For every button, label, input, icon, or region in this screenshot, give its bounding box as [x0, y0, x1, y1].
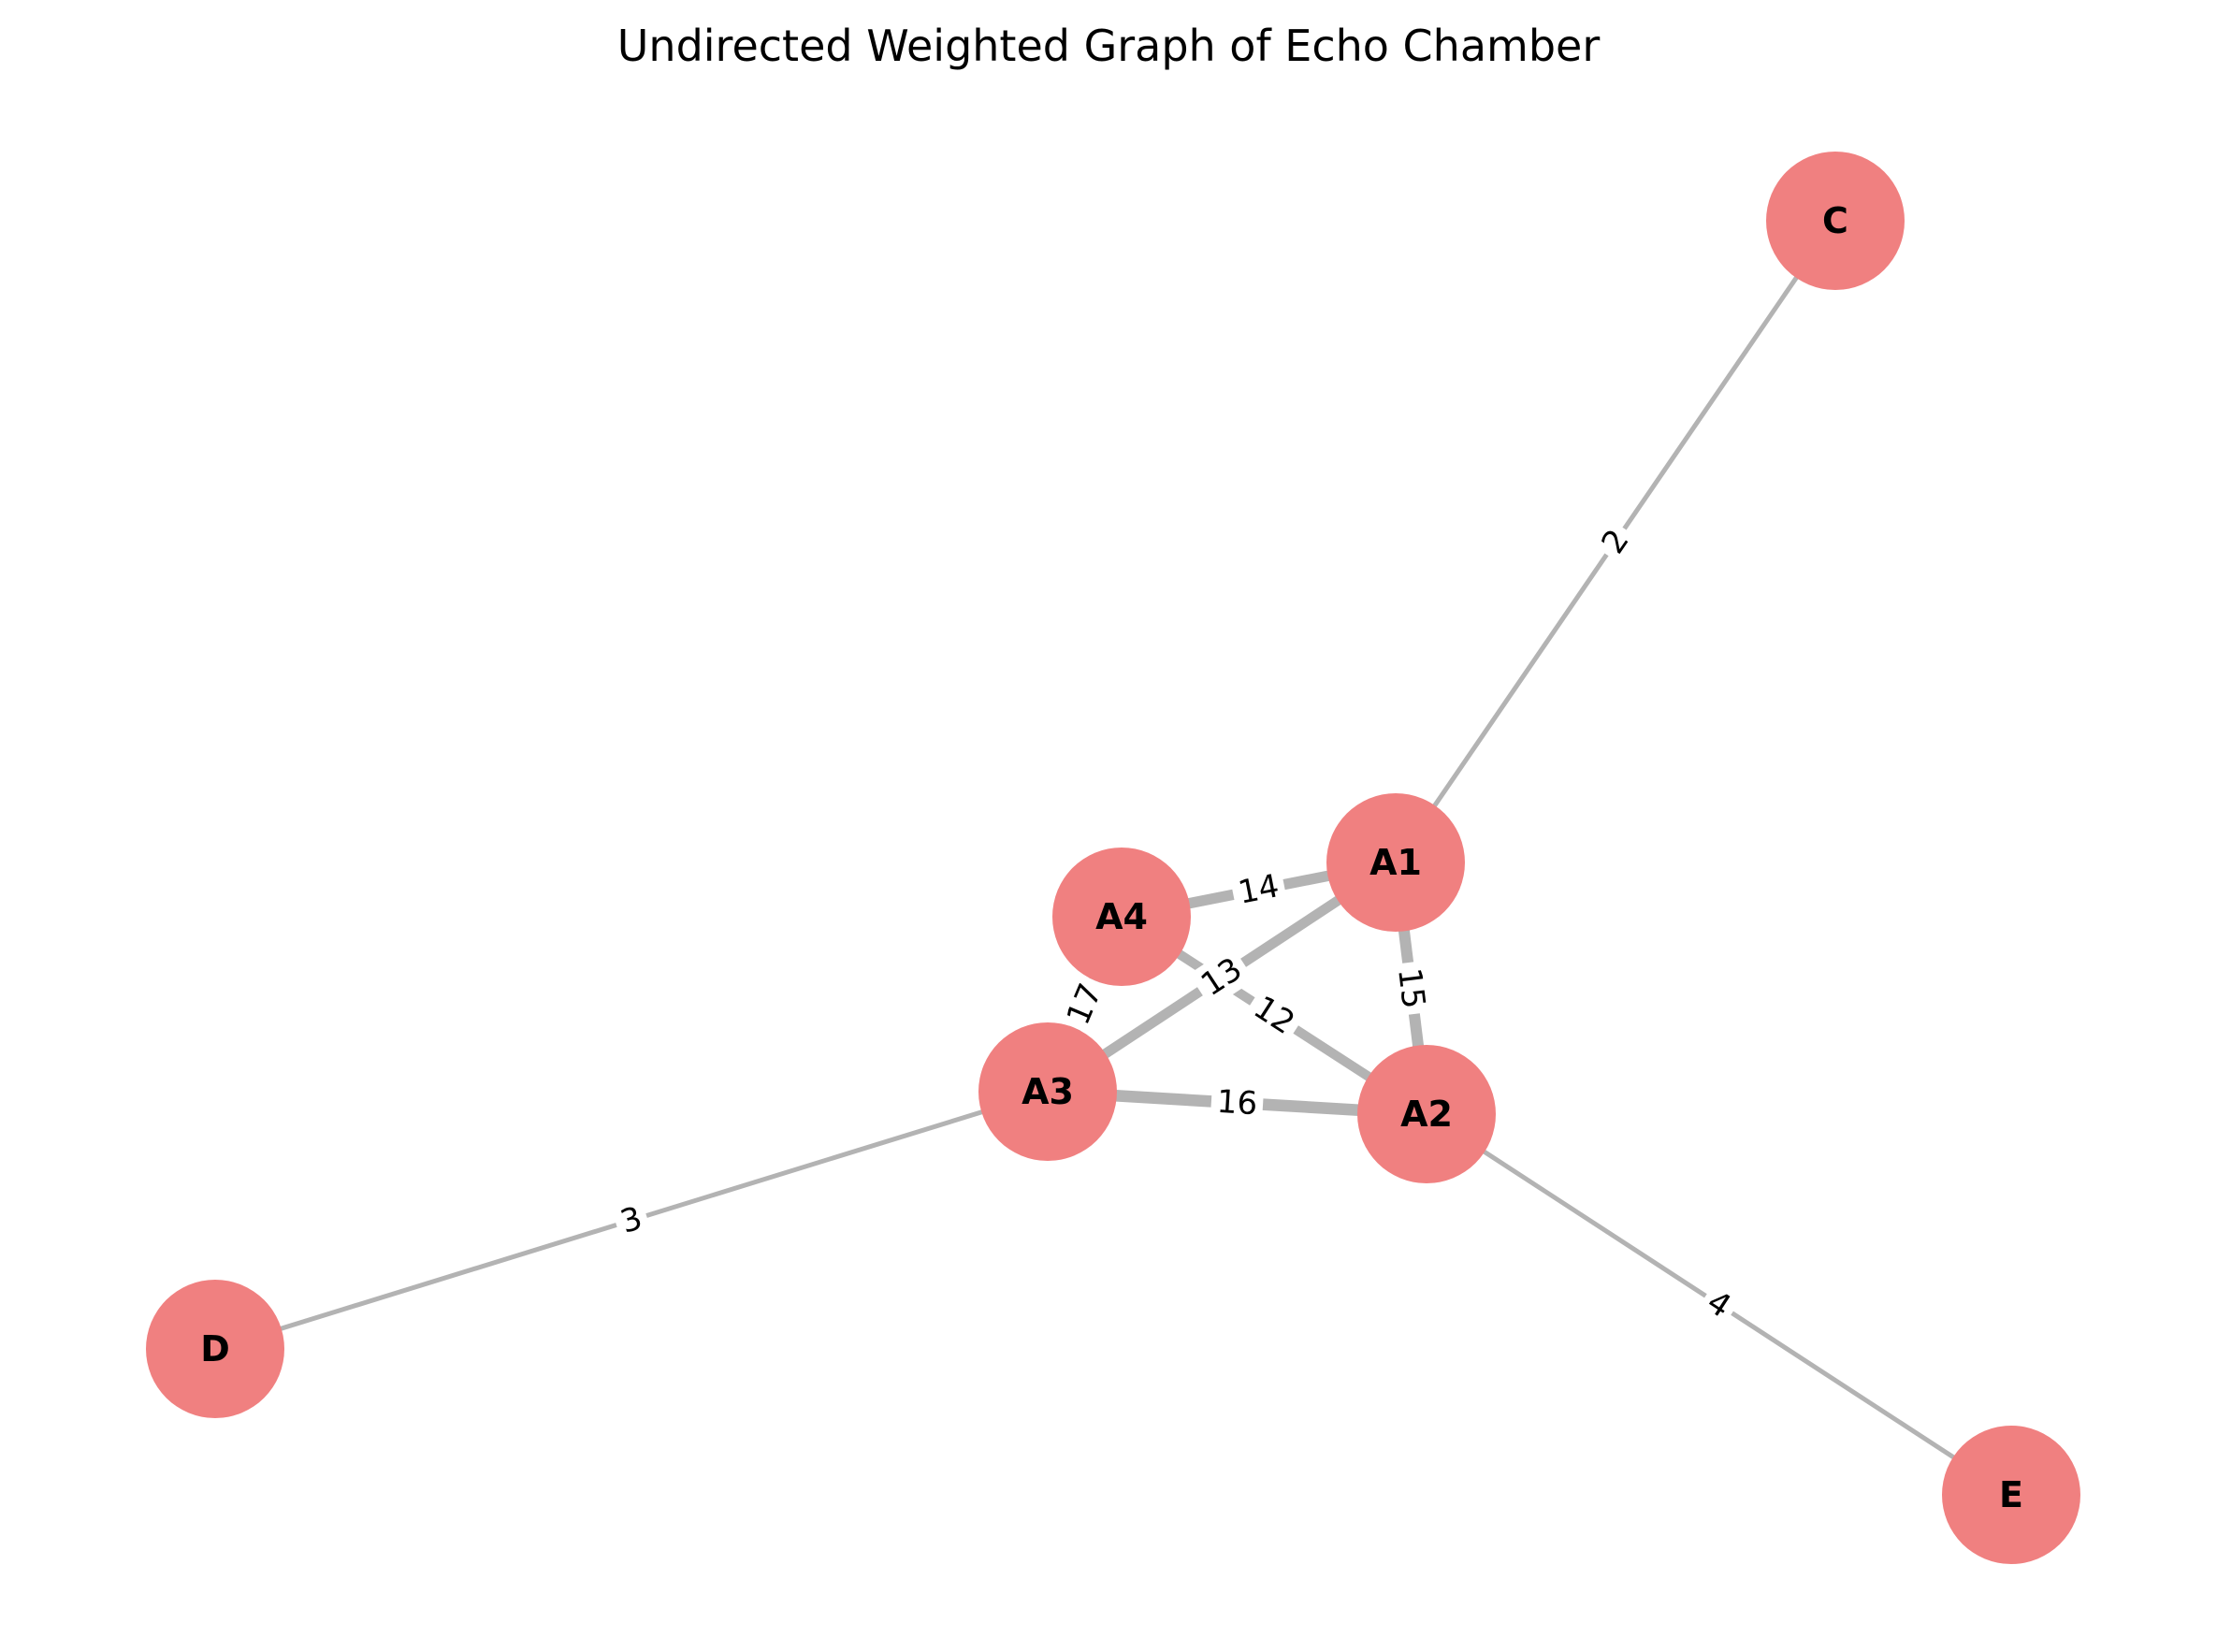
graph-title: Undirected Weighted Graph of Echo Chambe…: [616, 21, 1601, 71]
node-label: A2: [1400, 1094, 1453, 1135]
node-circle: [978, 1022, 1117, 1161]
edge-label-background: [1229, 864, 1288, 915]
edge-weight-label: 12: [1247, 989, 1301, 1042]
node-a2: A2: [1357, 1045, 1496, 1183]
edge-label-background: [1387, 960, 1435, 1017]
nodes-layer: A1 A2 A3 A4 C D E: [146, 152, 2080, 1564]
node-circle: [1357, 1045, 1496, 1183]
node-d: D: [146, 1280, 284, 1418]
node-a3: A3: [978, 1022, 1117, 1161]
node-circle: [1766, 152, 1905, 290]
node-circle: [1052, 848, 1191, 986]
node-c: C: [1766, 152, 1905, 290]
node-a4: A4: [1052, 848, 1191, 986]
node-label: A4: [1095, 896, 1148, 937]
node-a1: A1: [1326, 793, 1465, 932]
node-circle: [1942, 1426, 2080, 1564]
node-circle: [1326, 793, 1465, 932]
node-label: A3: [1022, 1071, 1074, 1112]
edge-label-background: [1240, 984, 1308, 1047]
edge-label-background: [1188, 945, 1255, 1009]
edge-label-background: [1694, 1278, 1744, 1331]
node-label: E: [1999, 1474, 2023, 1515]
edge-label-background: [1589, 516, 1642, 567]
edge-label-background: [1055, 972, 1114, 1036]
edge-label-background: [610, 1196, 653, 1245]
node-label: D: [200, 1328, 230, 1369]
edge-weight-label: 14: [1235, 867, 1282, 912]
node-circle: [146, 1280, 284, 1418]
node-label: A1: [1369, 842, 1422, 883]
edge-label-background: [1210, 1080, 1265, 1125]
node-e: E: [1942, 1426, 2080, 1564]
edge-weight-label: 15: [1390, 966, 1432, 1011]
node-label: C: [1822, 200, 1848, 241]
edge-weight-label: 16: [1216, 1083, 1259, 1123]
